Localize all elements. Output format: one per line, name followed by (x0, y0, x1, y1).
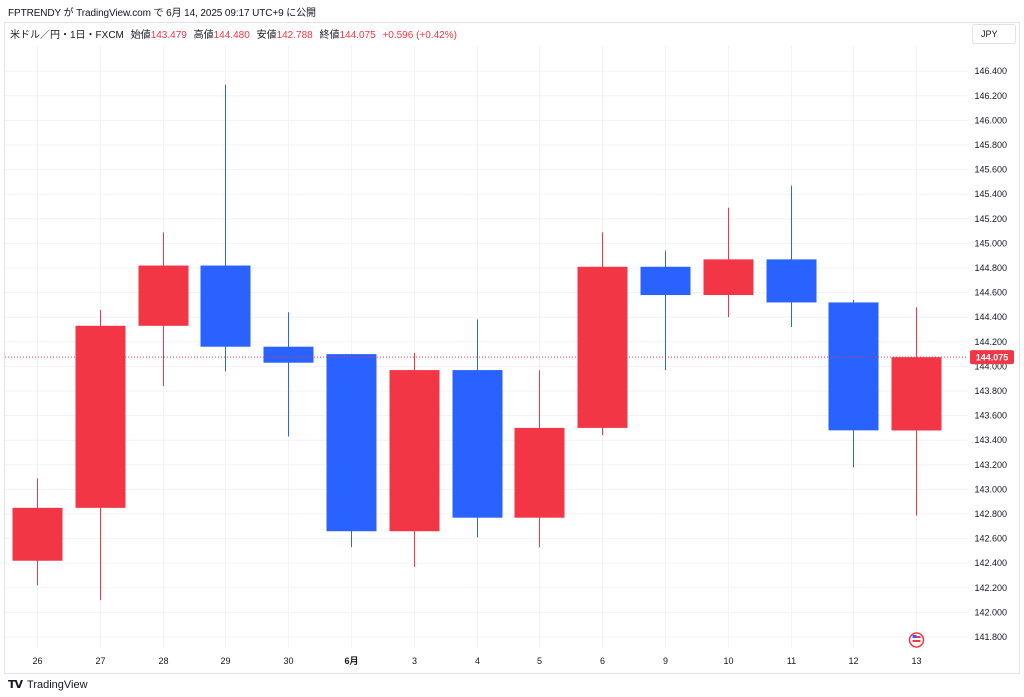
candle-body (828, 302, 879, 431)
candle-body (640, 266, 691, 296)
candle-body (326, 354, 377, 532)
y-tick-label: 145.800 (974, 140, 1007, 150)
x-tick-label: 13 (911, 656, 921, 666)
x-tick-label: 9 (663, 656, 668, 666)
candle-body (514, 427, 565, 518)
open-value: 143.479 (150, 30, 187, 41)
candle-body (389, 370, 440, 532)
y-tick-label: 144.200 (974, 337, 1007, 347)
candle-body (263, 346, 314, 363)
y-tick-label: 142.800 (974, 509, 1007, 519)
candle-body (200, 265, 251, 347)
x-tick-label: 6月 (344, 656, 358, 666)
y-tick-label: 142.200 (974, 583, 1007, 593)
x-tick-label: 28 (158, 656, 168, 666)
tradingview-logo-icon: TV (8, 678, 23, 691)
x-tick-label: 12 (848, 656, 858, 666)
y-tick-label: 145.400 (974, 189, 1007, 199)
candle-body (577, 266, 628, 428)
low-label: 安値 (256, 30, 277, 41)
x-tick-label: 27 (95, 656, 105, 666)
y-tick-label: 145.600 (974, 165, 1007, 175)
high-value: 144.480 (213, 30, 250, 41)
symbol-legend: 米ドル／円・1日・FXCM 始値143.479 高値144.480 安値142.… (10, 26, 457, 41)
y-tick-label: 146.000 (974, 115, 1007, 125)
currency-button[interactable]: JPY (972, 24, 1016, 44)
y-tick-label: 146.200 (974, 91, 1007, 101)
y-tick-label: 144.800 (974, 263, 1007, 273)
candle-body (12, 507, 63, 561)
x-tick-label: 26 (32, 656, 42, 666)
y-tick-label: 144.600 (974, 288, 1007, 298)
x-tick-label: 10 (723, 656, 733, 666)
open-label: 始値 (130, 30, 151, 41)
y-tick-label: 142.400 (974, 558, 1007, 568)
x-tick-label: 3 (412, 656, 417, 666)
y-tick-label: 142.600 (974, 534, 1007, 544)
last-price-label: 144.075 (976, 353, 1009, 363)
close-value: 144.075 (339, 30, 376, 41)
high-label: 高値 (193, 30, 214, 41)
flag-stripe (912, 640, 921, 642)
close-label: 終値 (319, 30, 340, 41)
y-tick-label: 144.400 (974, 312, 1007, 322)
candle-body (75, 325, 126, 508)
y-tick-label: 145.200 (974, 214, 1007, 224)
candle-body (891, 357, 942, 431)
candle-body (703, 259, 754, 296)
y-tick-label: 145.000 (974, 238, 1007, 248)
candle-body (766, 259, 817, 303)
chart-frame (4, 22, 1020, 674)
last-price-tag (970, 350, 1014, 365)
candle-body (452, 370, 503, 518)
y-tick-label: 144.000 (974, 361, 1007, 371)
y-tick-label: 143.200 (974, 460, 1007, 470)
change-value: +0.596 (+0.42%) (382, 30, 457, 41)
low-value: 142.788 (276, 30, 313, 41)
x-tick-label: 5 (537, 656, 542, 666)
published-caption: FPTRENDY が TradingView.com で 6月 14, 2025… (8, 8, 316, 19)
x-tick-label: 30 (283, 656, 293, 666)
y-tick-label: 143.400 (974, 435, 1007, 445)
y-tick-label: 143.800 (974, 386, 1007, 396)
y-tick-label: 146.400 (974, 66, 1007, 76)
x-tick-label: 4 (475, 656, 480, 666)
x-tick-label: 11 (787, 656, 796, 666)
y-tick-label: 143.600 (974, 411, 1007, 421)
x-tick-label: 29 (220, 656, 230, 666)
symbol-name[interactable]: 米ドル／円・1日・FXCM (10, 30, 124, 41)
tradingview-logo[interactable]: TV TradingView (8, 678, 88, 691)
x-tick-label: 6 (600, 656, 605, 666)
candle-body (138, 265, 189, 326)
flag-canton (912, 635, 917, 638)
y-tick-label: 141.800 (974, 632, 1007, 642)
tradingview-logo-text: TradingView (27, 678, 88, 691)
y-tick-label: 142.000 (974, 607, 1007, 617)
y-tick-label: 143.000 (974, 484, 1007, 494)
